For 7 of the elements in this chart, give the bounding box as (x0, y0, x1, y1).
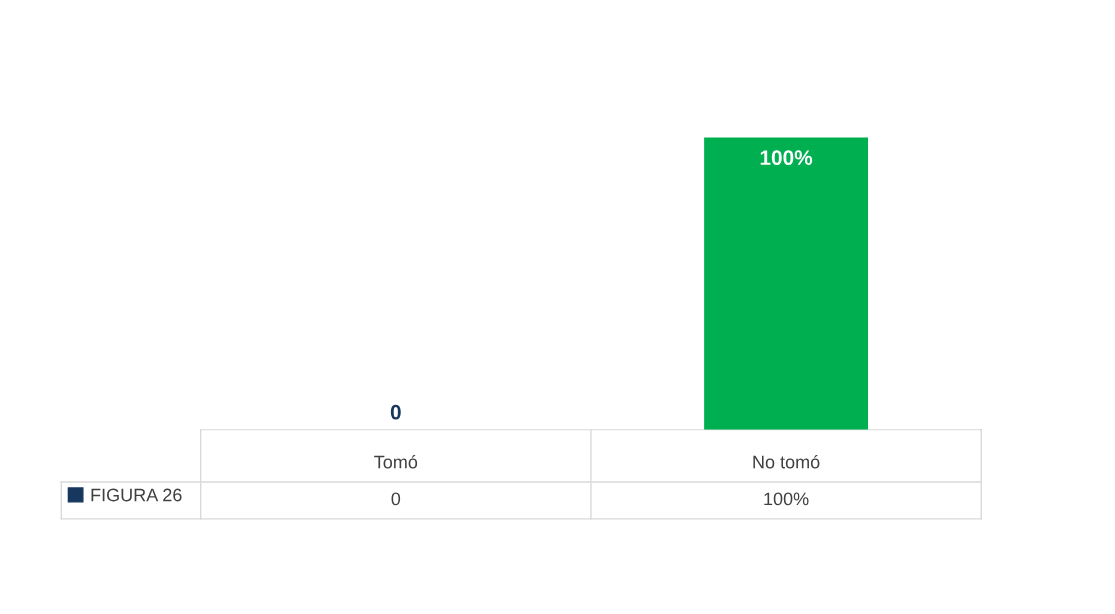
text: FIGURA 26 (91, 488, 182, 502)
data-label: 0 (391, 492, 401, 506)
x-tick-label: Tomó (374, 454, 418, 469)
data-label: 100% (764, 492, 809, 506)
x-tick-label: No tomó (753, 454, 820, 469)
text: 0 (390, 404, 401, 420)
text: 100% (760, 150, 813, 165)
